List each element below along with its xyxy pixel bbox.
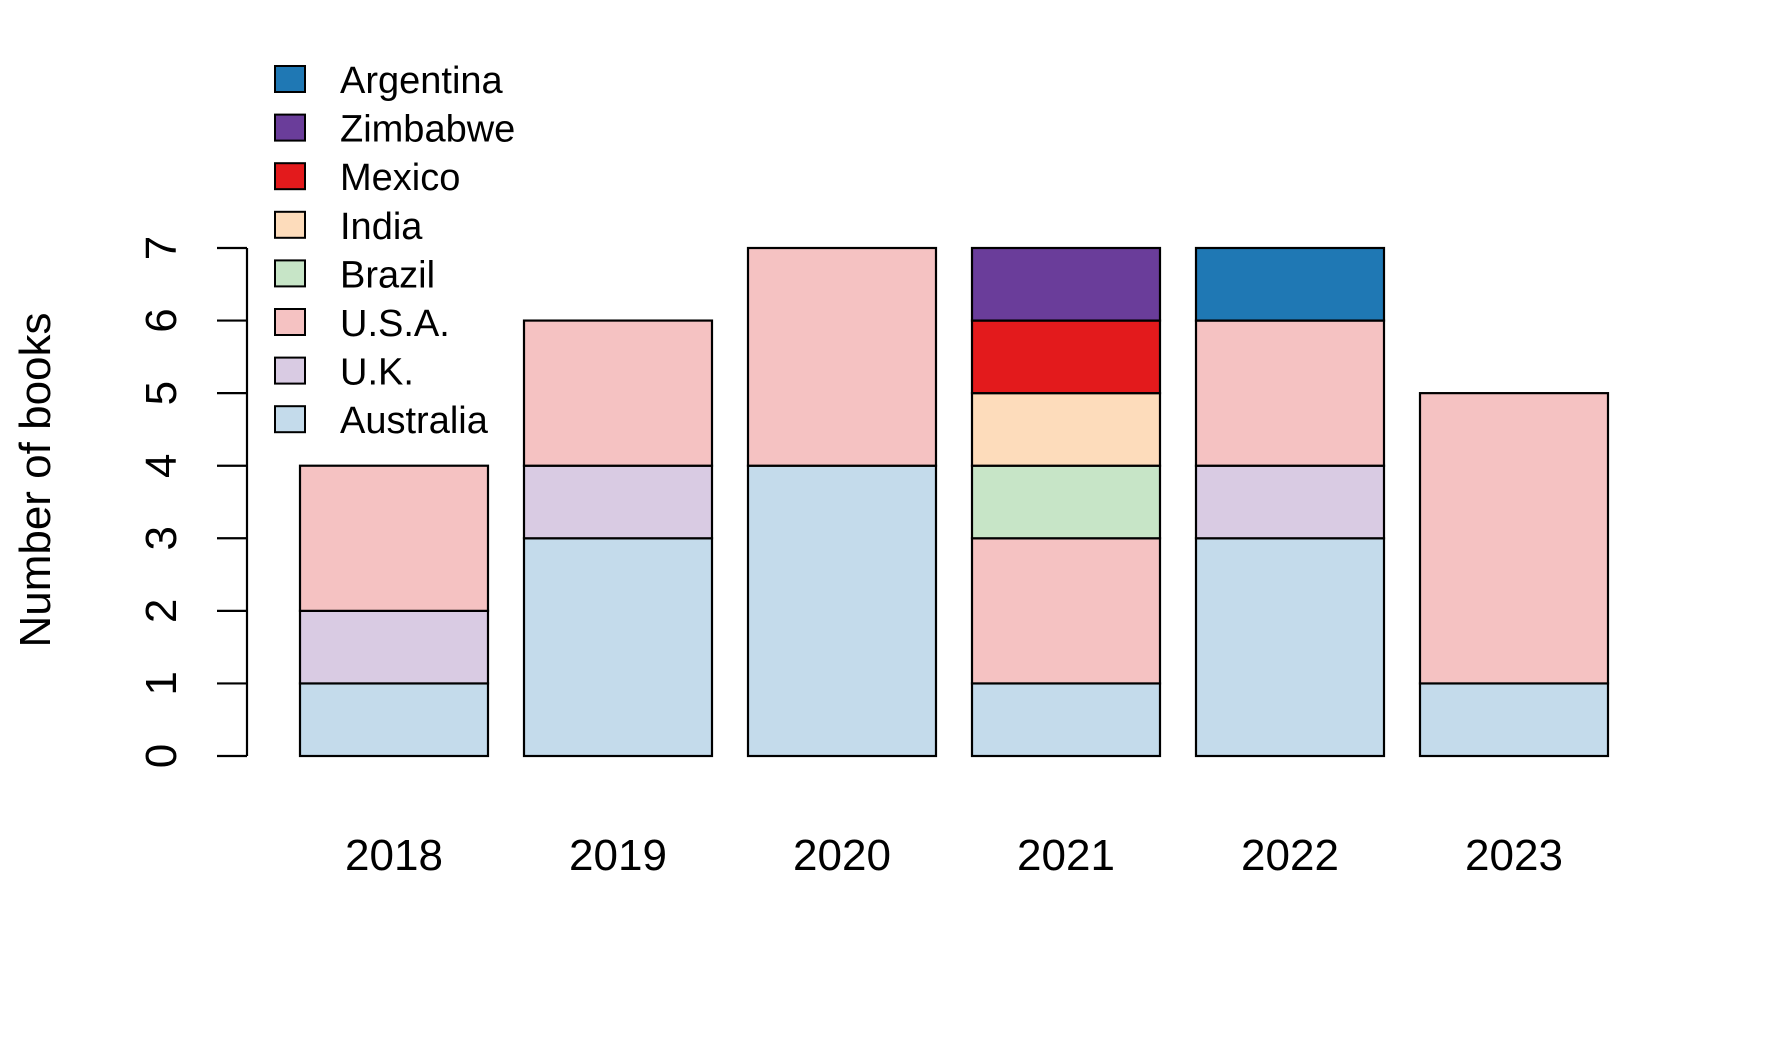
legend-swatch bbox=[274, 356, 306, 385]
bar-segment-2021-mexico bbox=[970, 319, 1162, 395]
legend-label: Brazil bbox=[340, 254, 435, 296]
y-tick-label: 2 bbox=[137, 599, 186, 623]
legend-label: India bbox=[340, 206, 423, 248]
legend-swatch bbox=[274, 113, 306, 142]
y-tick-label: 7 bbox=[137, 236, 186, 260]
bar-segment-2021-brazil bbox=[970, 464, 1162, 540]
legend-item: U.S.A. bbox=[274, 303, 450, 345]
legend-swatch bbox=[274, 162, 306, 191]
legend-item: India bbox=[274, 206, 423, 248]
y-tick-label: 3 bbox=[137, 526, 186, 550]
bar-stack-2020 bbox=[746, 246, 938, 758]
legend-label: Argentina bbox=[340, 60, 504, 102]
bar-segment-2018-australia bbox=[298, 682, 490, 758]
x-tick-label: 2022 bbox=[1241, 831, 1339, 880]
bar-segment-2020-australia bbox=[746, 464, 938, 758]
bar-segment-2021-australia bbox=[970, 682, 1162, 758]
bar-stack-2023 bbox=[1418, 392, 1610, 758]
y-tick-label: 4 bbox=[137, 453, 186, 477]
x-tick-label: 2018 bbox=[345, 831, 443, 880]
bar-segment-2018-uk bbox=[298, 609, 490, 685]
y-axis: 0 1 2 3 4 5 6 7 bbox=[137, 236, 249, 768]
legend-swatch bbox=[274, 210, 306, 239]
legend-label: Zimbabwe bbox=[340, 109, 515, 151]
legend-item: Zimbabwe bbox=[274, 109, 515, 151]
legend-swatch bbox=[274, 259, 306, 288]
legend-swatch bbox=[274, 405, 306, 434]
x-tick-label: 2023 bbox=[1465, 831, 1563, 880]
y-tick-label: 5 bbox=[137, 381, 186, 405]
bar-segment-2021-zimbabwe bbox=[970, 246, 1162, 322]
bar-stack-2018 bbox=[298, 464, 490, 758]
y-tick-label: 6 bbox=[137, 308, 186, 332]
legend-label: U.S.A. bbox=[340, 303, 450, 345]
bar-stack-2019 bbox=[522, 319, 714, 758]
legend-label: Australia bbox=[340, 400, 489, 442]
legend: Argentina Zimbabwe Mexico India Brazil U.S.A.… bbox=[274, 60, 515, 442]
bar-segment-2022-australia bbox=[1194, 537, 1386, 758]
x-axis: 2018 2019 2020 2021 2022 2023 bbox=[345, 831, 1563, 880]
legend-item: Brazil bbox=[274, 254, 435, 296]
bar-segment-2023-usa bbox=[1418, 392, 1610, 685]
bar-segment-2021-india bbox=[970, 392, 1162, 467]
bar-stack-2022 bbox=[1194, 246, 1386, 758]
bar-segment-2023-australia bbox=[1418, 682, 1610, 758]
bar-segment-2019-australia bbox=[522, 537, 714, 758]
bar-stack-2021 bbox=[970, 246, 1162, 758]
legend-swatch bbox=[274, 65, 306, 93]
y-tick-label: 0 bbox=[137, 744, 186, 768]
bar-segment-2018-usa bbox=[298, 464, 490, 612]
bar-segment-2020-usa bbox=[746, 246, 938, 467]
bar-segment-2022-argentina bbox=[1194, 246, 1386, 322]
x-tick-label: 2020 bbox=[793, 831, 891, 880]
legend-item: U.K. bbox=[274, 352, 414, 394]
bar-segment-2022-uk bbox=[1194, 464, 1386, 540]
legend-item: Mexico bbox=[274, 157, 460, 199]
bars-layer bbox=[298, 246, 1610, 758]
y-axis-title: Number of books bbox=[11, 312, 60, 647]
bar-segment-2021-usa bbox=[970, 537, 1162, 685]
legend-label: Mexico bbox=[340, 157, 460, 199]
legend-item: Australia bbox=[274, 400, 489, 442]
legend-item: Argentina bbox=[274, 60, 504, 102]
legend-swatch bbox=[274, 308, 306, 336]
bar-segment-2019-uk bbox=[522, 464, 714, 540]
x-tick-label: 2021 bbox=[1017, 831, 1115, 880]
bar-segment-2019-usa bbox=[522, 319, 714, 467]
bar-segment-2022-usa bbox=[1194, 319, 1386, 467]
legend-label: U.K. bbox=[340, 352, 414, 394]
x-tick-label: 2019 bbox=[569, 831, 667, 880]
y-tick-label: 1 bbox=[137, 671, 186, 695]
